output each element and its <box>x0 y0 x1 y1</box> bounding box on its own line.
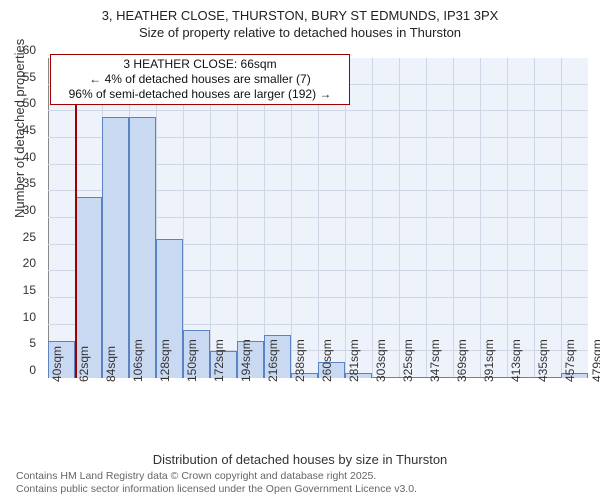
gridline-x-14 <box>426 58 427 378</box>
xtick-9: 238sqm <box>293 339 307 382</box>
gridline-x-12 <box>372 58 373 378</box>
xtick-17: 413sqm <box>509 339 523 382</box>
gridline-x-18 <box>534 58 535 378</box>
ytick-10: 10 <box>0 310 36 324</box>
xtick-1: 62sqm <box>77 346 91 382</box>
gridline-x-11 <box>345 58 346 378</box>
xtick-10: 260sqm <box>320 339 334 382</box>
annotation-box: 3 HEATHER CLOSE: 66sqm ← 4% of detached … <box>50 54 350 105</box>
gridline-x-16 <box>480 58 481 378</box>
chart-title-main: 3, HEATHER CLOSE, THURSTON, BURY ST EDMU… <box>0 8 600 23</box>
xtick-7: 194sqm <box>239 339 253 382</box>
plot-area: 0 5 10 15 20 25 30 35 40 45 50 55 60 <box>48 58 588 378</box>
footer-line2: Contains public sector information licen… <box>16 483 417 496</box>
annotation-line2: ← 4% of detached houses are smaller (7) <box>55 72 345 87</box>
gridline-x-6 <box>210 58 211 378</box>
xtick-5: 150sqm <box>185 339 199 382</box>
gridline-x-7 <box>237 58 238 378</box>
y-axis-label: Number of detached properties <box>12 39 27 218</box>
xtick-6: 172sqm <box>212 339 226 382</box>
xtick-18: 435sqm <box>536 339 550 382</box>
xtick-11: 281sqm <box>347 339 361 382</box>
ytick-25: 25 <box>0 230 36 244</box>
chart-titles: 3, HEATHER CLOSE, THURSTON, BURY ST EDMU… <box>0 0 600 40</box>
gridline-x-19 <box>561 58 562 378</box>
annotation-line1: 3 HEATHER CLOSE: 66sqm <box>55 57 345 72</box>
xtick-15: 369sqm <box>455 339 469 382</box>
ytick-15: 15 <box>0 283 36 297</box>
footer-text: Contains HM Land Registry data © Crown c… <box>16 470 417 496</box>
gridline-x-8 <box>264 58 265 378</box>
ytick-0: 0 <box>0 363 36 377</box>
xtick-16: 391sqm <box>482 339 496 382</box>
xtick-0: 40sqm <box>50 346 64 382</box>
bar-2[interactable] <box>102 117 129 378</box>
ytick-5: 5 <box>0 336 36 350</box>
chart-container: 3, HEATHER CLOSE, THURSTON, BURY ST EDMU… <box>0 0 600 500</box>
gridline-x-10 <box>318 58 319 378</box>
chart-title-sub: Size of property relative to detached ho… <box>0 25 600 40</box>
xtick-20: 479sqm <box>590 339 600 382</box>
gridline-x-15 <box>453 58 454 378</box>
footer-line1: Contains HM Land Registry data © Crown c… <box>16 470 417 483</box>
x-axis-label: Distribution of detached houses by size … <box>153 452 448 467</box>
xtick-19: 457sqm <box>563 339 577 382</box>
xtick-8: 216sqm <box>266 339 280 382</box>
xtick-2: 84sqm <box>104 346 118 382</box>
ytick-20: 20 <box>0 256 36 270</box>
xtick-13: 325sqm <box>401 339 415 382</box>
annotation-line3: 96% of semi-detached houses are larger (… <box>55 87 345 102</box>
xtick-3: 106sqm <box>131 339 145 382</box>
gridline-x-17 <box>507 58 508 378</box>
xtick-4: 128sqm <box>158 339 172 382</box>
xtick-14: 347sqm <box>428 339 442 382</box>
gridline-x-9 <box>291 58 292 378</box>
gridline-x-13 <box>399 58 400 378</box>
xtick-12: 303sqm <box>374 339 388 382</box>
